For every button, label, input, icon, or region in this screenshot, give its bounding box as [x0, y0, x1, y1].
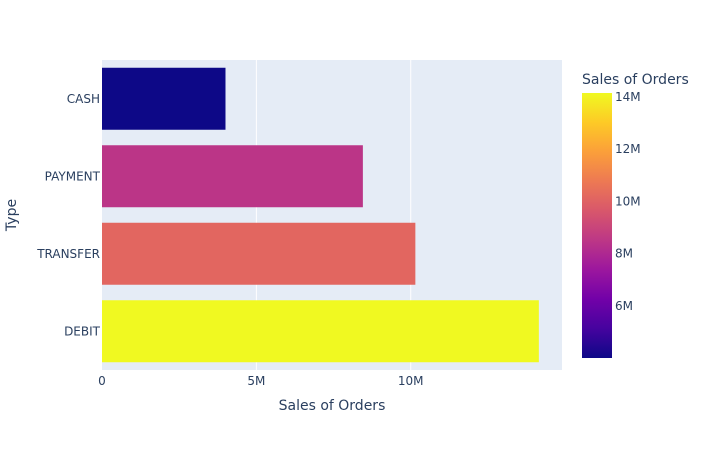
y-axis-title: Type [4, 199, 20, 232]
x-axis-title: Sales of Orders [279, 398, 386, 414]
bar-cash [102, 67, 226, 130]
colorbar-title: Sales of Orders [582, 72, 689, 88]
x-tick-label: 5M [247, 374, 265, 388]
y-tick-label: DEBIT [64, 324, 101, 338]
x-tick-label: 10M [398, 374, 424, 388]
bars [102, 67, 539, 363]
colorbar-tick-label: 14M [615, 90, 641, 104]
x-tick-labels: 0 5M 10M [98, 374, 423, 388]
bar-payment [102, 145, 363, 208]
colorbar-tick-labels: 6M 8M 10M 12M 14M [615, 90, 641, 313]
y-tick-label: CASH [67, 92, 100, 106]
colorbar-tick-label: 8M [615, 247, 633, 261]
colorbar-tick-label: 10M [615, 194, 641, 208]
colorbar-tick-label: 12M [615, 142, 641, 156]
colorbar [582, 93, 612, 358]
y-tick-labels: CASH PAYMENT TRANSFER DEBIT [36, 92, 100, 339]
colorbar-tick-label: 6M [615, 299, 633, 313]
bar-transfer [102, 222, 416, 285]
bar-debit [102, 300, 539, 363]
y-tick-label: PAYMENT [45, 169, 101, 183]
y-tick-label: TRANSFER [36, 247, 100, 261]
x-tick-label: 0 [98, 374, 106, 388]
